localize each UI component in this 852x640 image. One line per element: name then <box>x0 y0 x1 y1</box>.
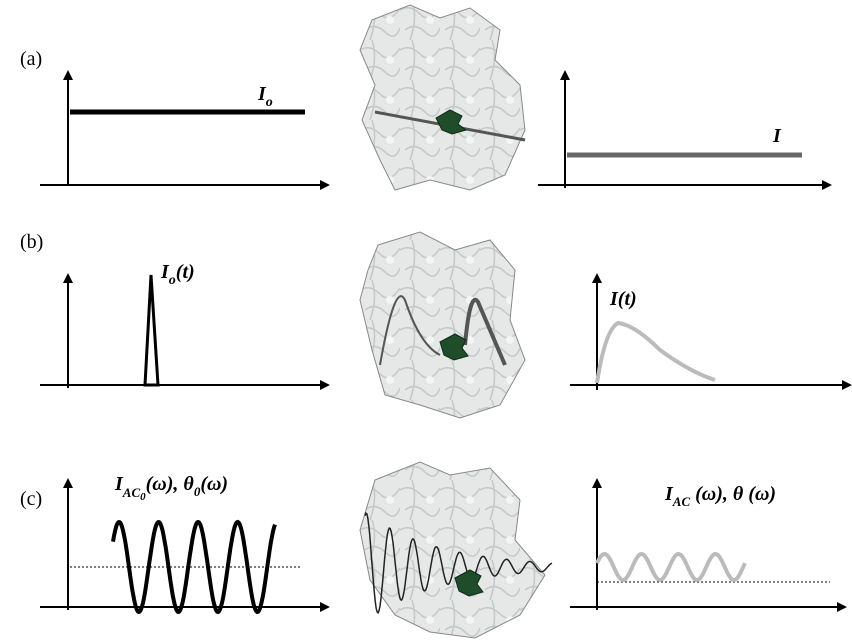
output-signal <box>595 551 747 583</box>
tissue <box>359 461 546 639</box>
output-label: IAC (ω), θ (ω) <box>664 483 776 509</box>
light-path <box>364 511 553 614</box>
light-path <box>379 295 441 366</box>
output-signal <box>595 320 716 384</box>
input-label: Io(t) <box>160 261 195 288</box>
absorber <box>435 109 468 135</box>
tissue <box>359 4 526 191</box>
panel-tag: (b) <box>20 231 43 253</box>
tissue <box>359 231 526 419</box>
output-label: I(t) <box>609 288 637 310</box>
output-label: I <box>772 125 782 147</box>
input-pulse <box>143 274 160 387</box>
input-label: Io <box>257 83 273 110</box>
panel-tag: (c) <box>20 488 42 510</box>
panel-tag: (a) <box>20 48 42 70</box>
input-signal <box>111 519 277 615</box>
absorber <box>439 333 469 361</box>
absorber <box>454 569 484 597</box>
input-label: IAC0(ω), θ0(ω) <box>114 473 228 503</box>
light-path <box>463 298 507 366</box>
